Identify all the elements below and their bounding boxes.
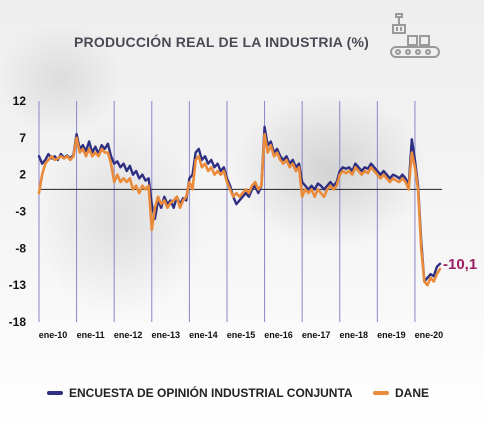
x-tick-label: ene-17 xyxy=(302,330,331,340)
x-tick-label: ene-15 xyxy=(227,330,256,340)
factory-conveyor-icon xyxy=(390,13,440,58)
y-tick-label: 12 xyxy=(13,94,27,108)
x-tick-label: ene-18 xyxy=(339,330,368,340)
series-line-encuesta xyxy=(37,125,442,283)
y-tick-label: -8 xyxy=(15,241,26,255)
series-line-dane xyxy=(37,132,442,287)
y-tick-label: -13 xyxy=(9,278,27,292)
legend-label-encuesta: ENCUESTA DE OPINIÓN INDUSTRIAL CONJUNTA xyxy=(69,386,353,400)
legend-item-encuesta: ENCUESTA DE OPINIÓN INDUSTRIAL CONJUNTA xyxy=(47,386,353,400)
legend-swatch-dane xyxy=(373,391,389,395)
x-tick-label: ene-16 xyxy=(264,330,293,340)
chart-title: PRODUCCIÓN REAL DE LA INDUSTRIA (%) xyxy=(74,34,370,50)
legend-swatch-encuesta xyxy=(47,391,63,395)
x-tick-label: ene-13 xyxy=(152,330,181,340)
legend-item-dane: DANE xyxy=(373,386,429,400)
x-tick-label: ene-11 xyxy=(77,330,105,340)
legend-label-dane: DANE xyxy=(395,386,430,400)
chart-legend: ENCUESTA DE OPINIÓN INDUSTRIAL CONJUNTA … xyxy=(0,386,484,410)
x-tick-label: ene-10 xyxy=(39,330,68,340)
last-value-annotation: -10,1 xyxy=(443,256,477,273)
x-tick-label: ene-14 xyxy=(189,330,218,340)
x-tick-label: ene-12 xyxy=(114,330,143,340)
y-tick-label: 7 xyxy=(19,131,26,145)
y-tick-label: 2 xyxy=(19,168,26,182)
x-tick-label: ene-20 xyxy=(415,330,444,340)
y-tick-label: -18 xyxy=(9,315,27,329)
y-tick-label: -3 xyxy=(15,205,26,219)
x-tick-label: ene-19 xyxy=(377,330,406,340)
